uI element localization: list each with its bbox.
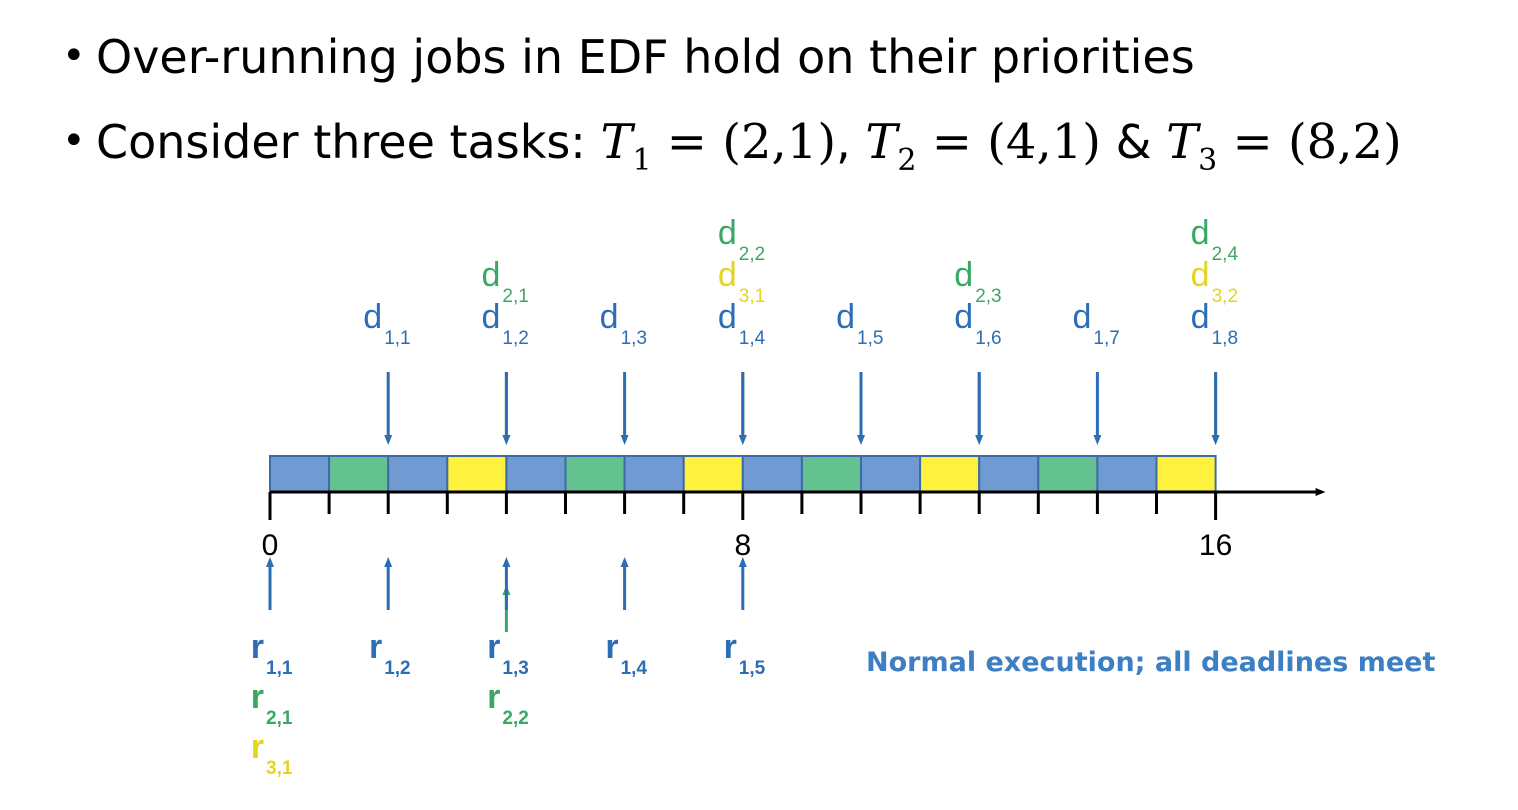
tick-label: 16 bbox=[1199, 529, 1232, 562]
release-label-1-3-sub: 1,3 bbox=[502, 658, 528, 679]
release-label-1-1-sub: 1,1 bbox=[266, 658, 293, 679]
schedule-slot-task-2 bbox=[1037, 455, 1099, 493]
deadline-label-1-5-base: d bbox=[836, 298, 855, 336]
release-label-3-1-sub: 3,1 bbox=[266, 758, 293, 779]
deadline-label-1-4-sub: 1,4 bbox=[739, 328, 766, 349]
release-label-2-2-base: r bbox=[487, 678, 500, 716]
deadline-label-1-6: d1,6 bbox=[954, 298, 1001, 349]
deadline-label-1-1: d1,1 bbox=[363, 298, 410, 349]
release-label-3-1-base: r bbox=[251, 728, 264, 766]
release-label-1-4: r1,4 bbox=[605, 628, 647, 679]
deadline-label-1-5: d1,5 bbox=[836, 298, 883, 349]
deadline-label-1-3-sub: 1,3 bbox=[621, 328, 647, 349]
schedule-slot-task-2 bbox=[800, 455, 863, 493]
deadline-label-3-2: d3,2 bbox=[1191, 256, 1238, 307]
deadline-label-1-3: d1,3 bbox=[600, 298, 647, 349]
deadline-label-1-7-sub: 1,7 bbox=[1093, 328, 1119, 349]
deadline-label-2-3: d2,3 bbox=[954, 256, 1001, 307]
execution-note: Normal execution; all deadlines meet bbox=[866, 647, 1436, 678]
deadline-label-1-6-base: d bbox=[954, 298, 973, 336]
deadline-label-3-1-base: d bbox=[718, 256, 737, 294]
schedule-slot-task-1 bbox=[741, 455, 803, 493]
schedule-slot-task-3 bbox=[919, 455, 981, 493]
task-1-def: T1 = (2,1) bbox=[600, 114, 837, 178]
bullet-dot: • bbox=[62, 118, 86, 164]
schedule-slot-task-2 bbox=[328, 455, 390, 493]
task-2-def: T2 = (4,1) bbox=[865, 114, 1101, 178]
schedule-slot-task-1 bbox=[623, 455, 685, 493]
schedule-slot-task-2 bbox=[564, 455, 626, 493]
release-label-1-3: r1,3 bbox=[487, 628, 529, 679]
bullet-2-text: Consider three tasks: bbox=[96, 115, 601, 169]
schedule-slot-task-1 bbox=[860, 455, 922, 493]
deadline-label-2-2-sub: 2,2 bbox=[739, 244, 765, 265]
deadline-label-3-1-sub: 3,1 bbox=[739, 286, 765, 307]
deadline-label-2-1: d2,1 bbox=[481, 256, 528, 307]
deadline-label-1-2: d1,2 bbox=[481, 298, 528, 349]
schedule-slot-task-3 bbox=[1155, 455, 1217, 493]
release-label-1-4-base: r bbox=[605, 628, 618, 666]
deadline-label-1-5-sub: 1,5 bbox=[857, 328, 883, 349]
deadline-label-2-4-base: d bbox=[1191, 214, 1210, 252]
deadline-label-2-4: d2,4 bbox=[1191, 214, 1239, 265]
release-label-1-4-sub: 1,4 bbox=[621, 658, 648, 679]
schedule-slot-task-1 bbox=[505, 455, 567, 493]
task-3-def: T3 = (8,2) bbox=[1166, 114, 1402, 178]
deadline-label-1-2-sub: 1,2 bbox=[502, 328, 528, 349]
release-label-1-2-sub: 1,2 bbox=[384, 658, 410, 679]
release-label-1-2: r1,2 bbox=[369, 628, 411, 679]
bullet-1: • Over-running jobs in EDF hold on their … bbox=[62, 30, 1195, 84]
deadline-label-2-1-sub: 2,1 bbox=[502, 286, 528, 307]
deadline-label-2-3-base: d bbox=[954, 256, 973, 294]
deadline-label-1-4: d1,4 bbox=[718, 298, 766, 349]
deadline-label-2-3-sub: 2,3 bbox=[975, 286, 1001, 307]
deadline-label-2-1-base: d bbox=[481, 256, 500, 294]
release-label-3-1: r3,1 bbox=[251, 728, 293, 779]
deadline-label-1-2-base: d bbox=[481, 298, 500, 336]
deadline-label-1-1-sub: 1,1 bbox=[384, 328, 410, 349]
schedule-slot-task-1 bbox=[387, 455, 449, 493]
bullet-2: • Consider three tasks: T1 = (2,1), T2 = … bbox=[62, 114, 1402, 178]
deadline-label-1-4-base: d bbox=[718, 298, 737, 336]
deadline-label-1-3-base: d bbox=[600, 298, 619, 336]
release-label-1-5-sub: 1,5 bbox=[739, 658, 766, 679]
schedule-slot-task-3 bbox=[682, 455, 744, 493]
release-label-1-5-base: r bbox=[724, 628, 737, 666]
release-label-1-3-base: r bbox=[487, 628, 500, 666]
release-label-1-1-base: r bbox=[251, 628, 264, 666]
separator-2: & bbox=[1100, 115, 1167, 169]
deadline-label-1-8-sub: 1,8 bbox=[1212, 328, 1238, 349]
schedule-slot-task-1 bbox=[1096, 455, 1158, 493]
deadline-label-1-1-base: d bbox=[363, 298, 382, 336]
schedule-slot-task-1 bbox=[269, 455, 331, 493]
schedule-slot-task-1 bbox=[978, 455, 1040, 493]
release-label-1-2-base: r bbox=[369, 628, 382, 666]
bullet-dot: • bbox=[62, 33, 86, 79]
deadline-label-2-2: d2,2 bbox=[718, 214, 765, 265]
schedule-slot-task-3 bbox=[446, 455, 508, 493]
deadline-label-1-8-base: d bbox=[1191, 298, 1210, 336]
bullet-1-text: Over-running jobs in EDF hold on their p… bbox=[96, 30, 1195, 84]
deadline-label-3-2-sub: 3,2 bbox=[1212, 286, 1238, 307]
release-label-1-5: r1,5 bbox=[724, 628, 766, 679]
deadline-label-1-7-base: d bbox=[1072, 298, 1091, 336]
release-label-2-1-base: r bbox=[251, 678, 264, 716]
deadline-label-2-4-sub: 2,4 bbox=[1212, 244, 1239, 265]
release-label-2-1: r2,1 bbox=[251, 678, 293, 729]
separator-1: , bbox=[836, 115, 866, 169]
release-label-2-2-sub: 2,2 bbox=[502, 708, 528, 729]
release-label-1-1: r1,1 bbox=[251, 628, 293, 679]
tick-label: 0 bbox=[262, 529, 279, 562]
deadline-label-1-6-sub: 1,6 bbox=[975, 328, 1001, 349]
release-label-2-1-sub: 2,1 bbox=[266, 708, 293, 729]
release-label-2-2: r2,2 bbox=[487, 678, 529, 729]
deadline-label-3-2-base: d bbox=[1191, 256, 1210, 294]
deadline-label-1-7: d1,7 bbox=[1072, 298, 1119, 349]
deadline-label-1-8: d1,8 bbox=[1191, 298, 1238, 349]
deadline-label-2-2-base: d bbox=[718, 214, 737, 252]
deadline-label-3-1: d3,1 bbox=[718, 256, 765, 307]
tick-label: 8 bbox=[734, 529, 751, 562]
